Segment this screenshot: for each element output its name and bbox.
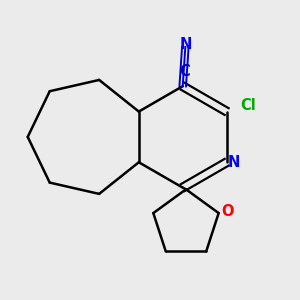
Text: O: O (222, 204, 234, 219)
Text: N: N (180, 37, 192, 52)
Text: Cl: Cl (240, 98, 256, 113)
Text: C: C (180, 64, 190, 79)
Text: N: N (228, 155, 240, 170)
